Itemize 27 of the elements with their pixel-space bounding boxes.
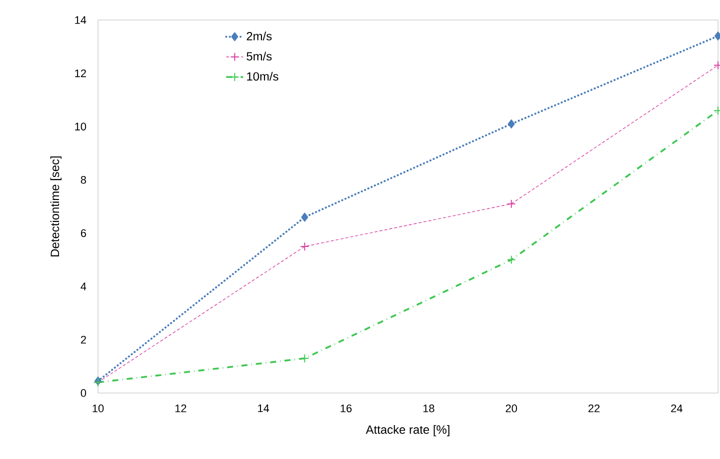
- y-tick-label: 2: [80, 336, 86, 344]
- legend-label: 2m/s: [246, 32, 272, 40]
- x-tick-label: 20: [506, 404, 517, 412]
- x-tick-label: 18: [423, 404, 434, 412]
- legend-label: 5m/s: [246, 52, 272, 61]
- y-tick-label: 10: [75, 122, 86, 130]
- y-tick-label: 8: [80, 176, 86, 184]
- y-tick-label: 12: [75, 69, 86, 78]
- point: [301, 212, 308, 222]
- x-tick-label: 12: [175, 404, 186, 412]
- y-tick-label: 6: [80, 229, 86, 238]
- y-tick-label: 0: [80, 389, 86, 397]
- y-tick-label: 14: [75, 16, 86, 24]
- point: [506, 255, 516, 264]
- point: [506, 199, 516, 208]
- y-axis-title: Detectiontime [sec]: [50, 156, 62, 256]
- point: [300, 242, 310, 251]
- point: [508, 119, 515, 128]
- y-tick-label: 4: [80, 282, 86, 290]
- x-tick-label: 14: [258, 404, 270, 412]
- x-axis-title: Attacke rate [%]: [366, 425, 450, 436]
- x-tick-label: 24: [671, 404, 682, 412]
- x-tick-label: 16: [340, 404, 352, 412]
- legend-label: 10m/s: [247, 72, 278, 81]
- point: [300, 354, 310, 363]
- x-tick-label: 10: [92, 404, 104, 412]
- x-tick-label: 22: [588, 404, 600, 412]
